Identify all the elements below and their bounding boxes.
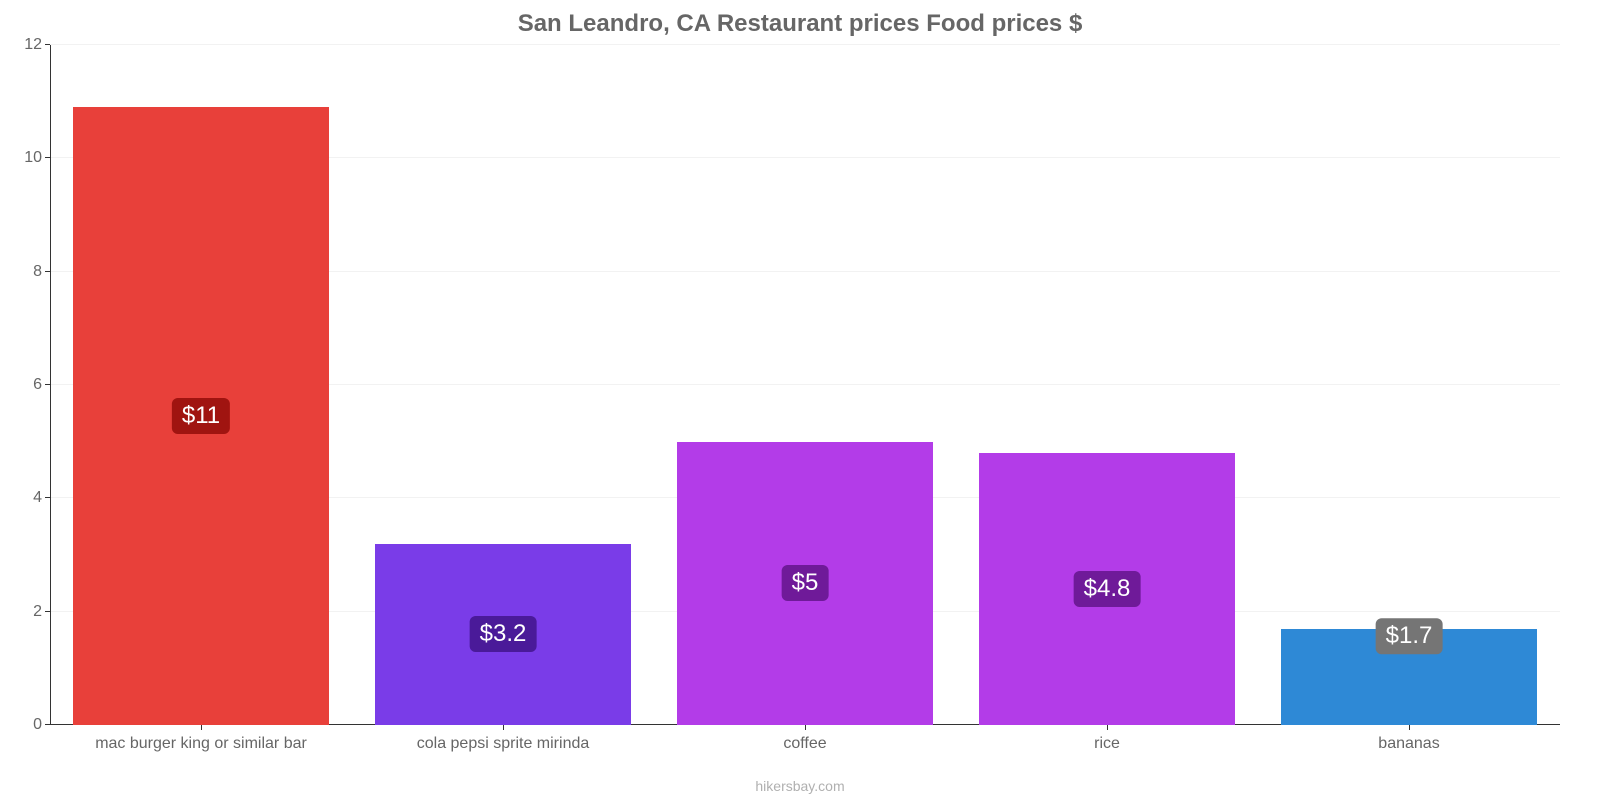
- y-tick-label: 2: [33, 603, 50, 621]
- x-tick-mark: [805, 725, 806, 730]
- y-tick-mark: [45, 724, 50, 725]
- y-axis: [50, 45, 51, 725]
- bar-value-label: $11: [172, 398, 230, 434]
- x-tick-mark: [1409, 725, 1410, 730]
- bar: $3.2: [375, 544, 632, 725]
- x-tick-mark: [1107, 725, 1108, 730]
- y-tick-label: 10: [24, 149, 50, 167]
- y-tick-label: 4: [33, 489, 50, 507]
- attribution-text: hikersbay.com: [755, 778, 844, 794]
- bar: $5: [677, 442, 934, 725]
- bar-value-label: $3.2: [470, 616, 537, 652]
- gridline: [50, 44, 1560, 45]
- x-tick-mark: [201, 725, 202, 730]
- bar: $11: [73, 107, 330, 725]
- y-tick-label: 0: [33, 716, 50, 734]
- bar: $1.7: [1281, 629, 1538, 725]
- bar: $4.8: [979, 453, 1236, 725]
- plot-area: 024681012 $11$3.2$5$4.8$1.7 mac burger k…: [50, 45, 1560, 725]
- y-tick-label: 12: [24, 36, 50, 54]
- y-tick-label: 6: [33, 376, 50, 394]
- bar-value-label: $5: [782, 565, 829, 601]
- bar-value-label: $1.7: [1376, 618, 1443, 654]
- x-tick-mark: [503, 725, 504, 730]
- chart-title: San Leandro, CA Restaurant prices Food p…: [0, 10, 1600, 38]
- y-tick-label: 8: [33, 263, 50, 281]
- bar-value-label: $4.8: [1074, 571, 1141, 607]
